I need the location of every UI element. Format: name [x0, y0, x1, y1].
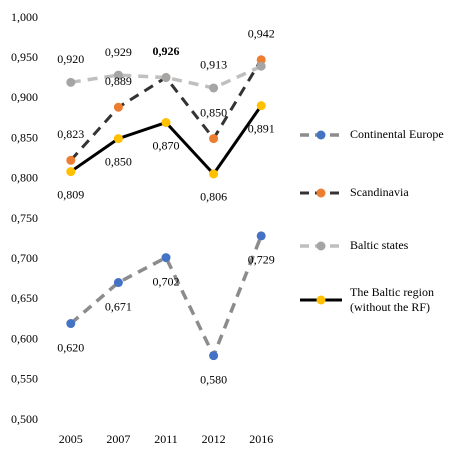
marker	[113, 134, 123, 144]
x-tick-label: 2007	[106, 432, 130, 446]
marker	[66, 319, 76, 329]
x-tick-label: 2005	[59, 432, 83, 446]
x-tick-label: 2012	[202, 432, 226, 446]
data-label: 0,889	[105, 74, 132, 88]
data-label: 0,729	[248, 253, 275, 267]
data-label: 0,929	[105, 45, 132, 59]
marker	[256, 231, 266, 241]
legend-marker	[316, 295, 326, 305]
legend-marker	[316, 130, 326, 140]
data-label: 0,913	[200, 58, 227, 72]
y-tick-label: 0,800	[11, 171, 38, 185]
marker	[209, 134, 219, 144]
marker	[209, 83, 219, 93]
data-label: 0,850	[105, 154, 132, 168]
legend-marker	[316, 241, 326, 251]
marker	[66, 77, 76, 87]
data-label: 0,942	[248, 27, 275, 41]
data-label: 0,850	[200, 105, 227, 119]
series-line	[70, 64, 262, 90]
legend-marker	[316, 188, 326, 198]
marker	[113, 278, 123, 288]
data-label: 0,823	[57, 127, 84, 141]
y-tick-label: 0,500	[11, 412, 38, 426]
y-tick-label: 0,650	[11, 291, 38, 305]
data-label: 0,806	[200, 190, 227, 204]
data-label: 0,620	[57, 340, 84, 354]
y-tick-label: 0,600	[11, 331, 38, 345]
y-tick-label: 0,750	[11, 211, 38, 225]
legend-label: Baltic states	[350, 238, 409, 252]
marker	[256, 55, 266, 65]
y-tick-label: 0,700	[11, 251, 38, 265]
marker	[161, 253, 171, 263]
data-label: 0,671	[105, 299, 132, 313]
legend-label: The Baltic region (without the RF)	[350, 285, 434, 314]
marker	[256, 101, 266, 111]
data-label: 0,580	[200, 372, 227, 386]
y-tick-label: 0,550	[11, 372, 38, 386]
marker	[209, 351, 219, 361]
marker	[161, 72, 171, 82]
marker	[161, 118, 171, 128]
marker	[209, 169, 219, 179]
series-line	[69, 235, 263, 361]
data-label: 0,702	[153, 274, 180, 288]
y-tick-label: 0,850	[11, 130, 38, 144]
y-tick-label: 1,000	[11, 10, 38, 24]
legend-label: Scandinavia	[350, 185, 409, 199]
data-label: 0,926	[153, 44, 180, 58]
data-label: 0,920	[57, 52, 84, 66]
y-tick-label: 0,900	[11, 90, 38, 104]
marker	[66, 167, 76, 177]
marker	[256, 61, 266, 71]
data-label: 0,809	[57, 187, 84, 201]
y-tick-label: 0,950	[11, 50, 38, 64]
x-tick-label: 2016	[249, 432, 273, 446]
data-label: 0,891	[248, 121, 275, 135]
data-label: 0,870	[153, 138, 180, 152]
x-tick-label: 2011	[154, 432, 178, 446]
legend-label: Continental Europe	[350, 127, 444, 141]
marker	[113, 70, 123, 80]
marker	[113, 102, 123, 112]
marker	[66, 155, 76, 165]
